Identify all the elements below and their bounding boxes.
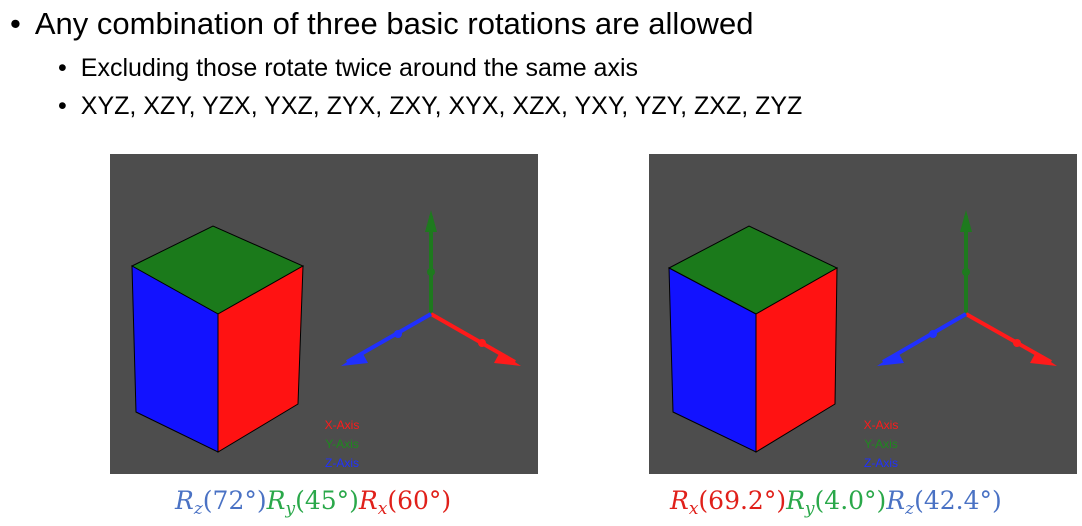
bullet-marker: •	[10, 6, 21, 41]
rotation-term: Rz(42.4°)	[886, 486, 1002, 519]
bullet-sub-orders: • XYZ, XZY, YZX, YXZ, ZYX, ZXY, XYX, XZX…	[58, 92, 802, 121]
x-axis-arrowhead	[494, 352, 521, 366]
cube-right-face	[217, 265, 304, 453]
rotation-term: Rx(69.2°)	[670, 486, 787, 519]
legend-z-axis: Z-Axis	[864, 456, 898, 470]
axis-legend: X-Axis Y-Axis Z-Axis	[128, 416, 538, 473]
legend-x-axis: X-Axis	[324, 418, 360, 432]
legend-z-axis: Z-Axis	[325, 456, 359, 470]
rotation-term: Ry(45°)	[266, 486, 359, 519]
y-axis-arrowhead	[960, 210, 972, 232]
cube-right-face	[755, 267, 838, 453]
axis-gizmo	[341, 210, 521, 366]
bullet-text: Excluding those rotate twice around the …	[80, 54, 639, 82]
rotation-term: Rx(60°)	[358, 486, 452, 519]
formula-right: Rx(69.2°)Ry(4.0°)Rz(42.4°)	[670, 486, 1002, 519]
bullet-main: • Any combination of three basic rotatio…	[10, 6, 753, 42]
z-axis-arrowhead	[877, 352, 904, 366]
formula-left: Rz(72°)Ry(45°)Rx(60°)	[175, 486, 451, 519]
legend-y-axis: Y-Axis	[864, 437, 898, 451]
y-axis-arrowhead	[425, 210, 437, 232]
z-axis-arrowhead	[341, 352, 368, 366]
scene-left	[130, 210, 521, 453]
legend-x-axis: X-Axis	[863, 418, 899, 432]
rotation-term: Rz(72°)	[175, 486, 267, 519]
x-axis-arrowhead	[1030, 352, 1057, 366]
scene-right	[667, 210, 1057, 453]
bullet-marker: •	[58, 54, 67, 82]
bullet-text: XYZ, XZY, YZX, YXZ, ZYX, ZXY, XYX, XZX, …	[80, 92, 803, 120]
viewport-left: X-Axis Y-Axis Z-Axis	[110, 154, 538, 474]
bullet-marker: •	[58, 92, 67, 120]
legend-y-axis: Y-Axis	[325, 437, 359, 451]
bullet-sub-excluding: • Excluding those rotate twice around th…	[58, 54, 638, 83]
rotation-term: Ry(4.0°)	[786, 486, 887, 519]
bullet-text: Any combination of three basic rotations…	[34, 6, 754, 41]
axis-legend: X-Axis Y-Axis Z-Axis	[667, 416, 1077, 473]
viewport-right: X-Axis Y-Axis Z-Axis	[649, 154, 1077, 474]
axis-gizmo	[877, 210, 1057, 366]
